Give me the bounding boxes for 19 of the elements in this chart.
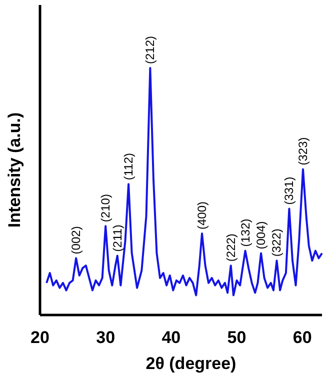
annotation: (112) bbox=[122, 152, 136, 180]
annotation: (323) bbox=[296, 137, 310, 166]
x-axis-title: 2θ (degree) bbox=[146, 354, 236, 373]
x-tick-label: 50 bbox=[227, 328, 246, 347]
x-tick-label: 30 bbox=[96, 328, 116, 347]
annotation: (222) bbox=[224, 234, 238, 262]
annotation: (400) bbox=[194, 201, 209, 230]
x-tick-label: 60 bbox=[292, 328, 312, 347]
annotation: (331) bbox=[282, 176, 296, 205]
y-axis-title: Intensity (a.u.) bbox=[5, 112, 24, 228]
annotation: (211) bbox=[110, 224, 124, 252]
annotation: (210) bbox=[98, 194, 113, 222]
annotation: (212) bbox=[143, 36, 158, 64]
annotation: (322) bbox=[270, 228, 284, 257]
annotation: (004) bbox=[254, 221, 268, 250]
x-tick-label: 40 bbox=[162, 328, 181, 347]
annotation: (002) bbox=[69, 226, 84, 254]
x-tick-label: 20 bbox=[30, 328, 50, 347]
annotation: (132) bbox=[238, 218, 252, 247]
